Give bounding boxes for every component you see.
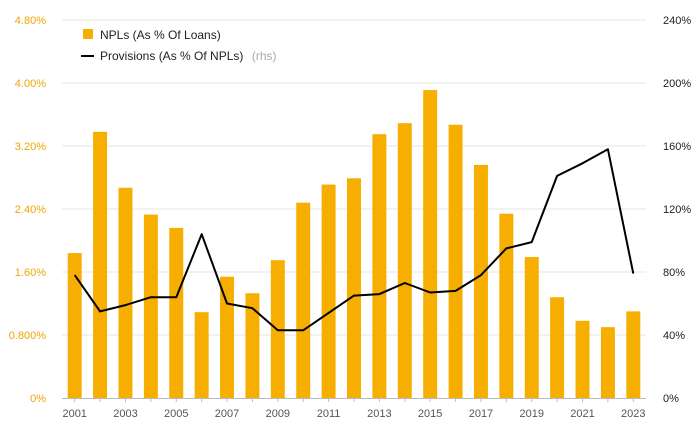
x-tick-label: 2023 xyxy=(621,408,645,420)
npl-bar xyxy=(372,134,387,398)
npl-bar xyxy=(550,297,565,398)
x-tick-label: 2009 xyxy=(266,408,290,420)
provisions-line-layer xyxy=(73,148,635,332)
x-tick-label: 2001 xyxy=(62,408,86,420)
left-tick-label: 4.00% xyxy=(15,78,46,90)
npl-bar xyxy=(296,202,311,398)
x-tick-label: 2019 xyxy=(519,408,543,420)
npl-bar xyxy=(575,320,590,398)
npl-bar xyxy=(423,90,438,399)
x-tick-label: 2011 xyxy=(317,408,341,420)
npl-bar xyxy=(220,276,235,398)
left-axis-ticks: 0% 0.800% 1.60% 2.40% 3.20% 4.00% 4.80% xyxy=(9,15,47,405)
right-tick-label: 240% xyxy=(663,15,691,27)
legend-line-label: Provisions (As % Of NPLs) xyxy=(100,49,243,63)
left-tick-label: 3.20% xyxy=(15,141,46,153)
legend-line-suffix: (rhs) xyxy=(252,49,277,63)
right-tick-label: 0% xyxy=(663,393,679,405)
left-tick-label: 1.60% xyxy=(15,267,46,279)
npl-bar xyxy=(600,327,615,398)
x-axis-ticks: 2001 2003 2005 2007 2009 2011 2013 2015 2017 2019… xyxy=(62,398,646,420)
npl-bar xyxy=(67,253,82,398)
x-tick-label: 2015 xyxy=(418,408,442,420)
npl-bar xyxy=(169,227,184,398)
legend-bar-label: NPLs (As % Of Loans) xyxy=(100,28,221,42)
npl-bar xyxy=(245,293,260,398)
legend: NPLs (As % Of Loans) Provisions (As % Of… xyxy=(81,28,277,64)
legend-bar-swatch xyxy=(83,29,93,39)
legend-line-text: Provisions (As % Of NPLs) (rhs) xyxy=(100,47,277,64)
npl-bar xyxy=(524,257,539,398)
x-tick-label: 2007 xyxy=(215,408,239,420)
left-tick-label: 4.80% xyxy=(15,15,46,27)
x-tick-label: 2021 xyxy=(570,408,594,420)
npl-bar xyxy=(473,164,488,398)
right-axis-ticks: 0% 40% 80% 120% 160% 200% 240% xyxy=(663,15,691,405)
npl-bar xyxy=(194,312,209,398)
x-tick-label: 2017 xyxy=(469,408,493,420)
npl-bar xyxy=(347,178,361,398)
npl-bar xyxy=(93,131,108,398)
npl-bar xyxy=(143,214,158,398)
npl-bar xyxy=(499,213,514,398)
right-tick-label: 40% xyxy=(663,330,685,342)
right-tick-label: 160% xyxy=(663,141,691,153)
right-tick-label: 80% xyxy=(663,267,685,279)
npl-bar xyxy=(397,123,412,398)
npl-bar xyxy=(118,187,133,398)
provisions-line xyxy=(73,148,635,332)
npl-bar xyxy=(626,311,641,398)
left-tick-label: 0.800% xyxy=(9,330,47,342)
left-tick-label: 0% xyxy=(30,393,46,405)
right-tick-label: 200% xyxy=(663,78,691,90)
left-tick-label: 2.40% xyxy=(15,204,46,216)
npl-bars xyxy=(67,90,641,399)
x-tick-label: 2005 xyxy=(164,408,188,420)
right-tick-label: 120% xyxy=(663,204,691,216)
npl-bar xyxy=(448,124,463,399)
x-tick-label: 2003 xyxy=(113,408,137,420)
x-tick-label: 2013 xyxy=(367,408,391,420)
npl-bar xyxy=(321,184,336,398)
